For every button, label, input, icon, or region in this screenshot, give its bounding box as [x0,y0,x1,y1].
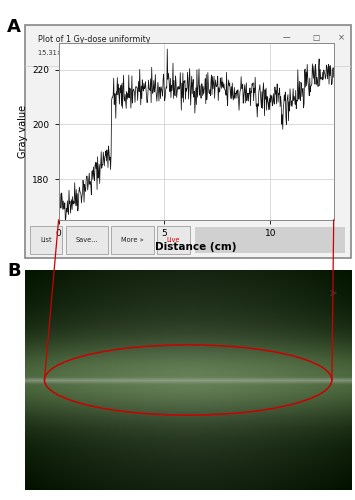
Text: List: List [40,237,52,243]
Text: A: A [7,18,21,36]
Bar [195,228,345,253]
Text: □: □ [312,33,319,42]
FancyBboxPatch shape [66,226,108,254]
Text: ×: × [338,33,345,42]
Text: More »: More » [121,237,144,243]
Text: B: B [7,262,21,280]
Text: 15.31×74.98 pixels (530×256); 8-bit; 132K: 15.31×74.98 pixels (530×256); 8-bit; 132… [38,50,181,56]
FancyBboxPatch shape [157,226,190,254]
Text: —: — [282,33,290,42]
Text: Save...: Save... [76,237,98,243]
Y-axis label: Gray value: Gray value [18,104,28,158]
FancyBboxPatch shape [30,226,62,254]
X-axis label: Distance (cm): Distance (cm) [155,242,237,252]
Text: Live: Live [167,237,180,243]
Text: Plot of 1 Gy-dose uniformity: Plot of 1 Gy-dose uniformity [38,36,151,44]
FancyBboxPatch shape [111,226,154,254]
